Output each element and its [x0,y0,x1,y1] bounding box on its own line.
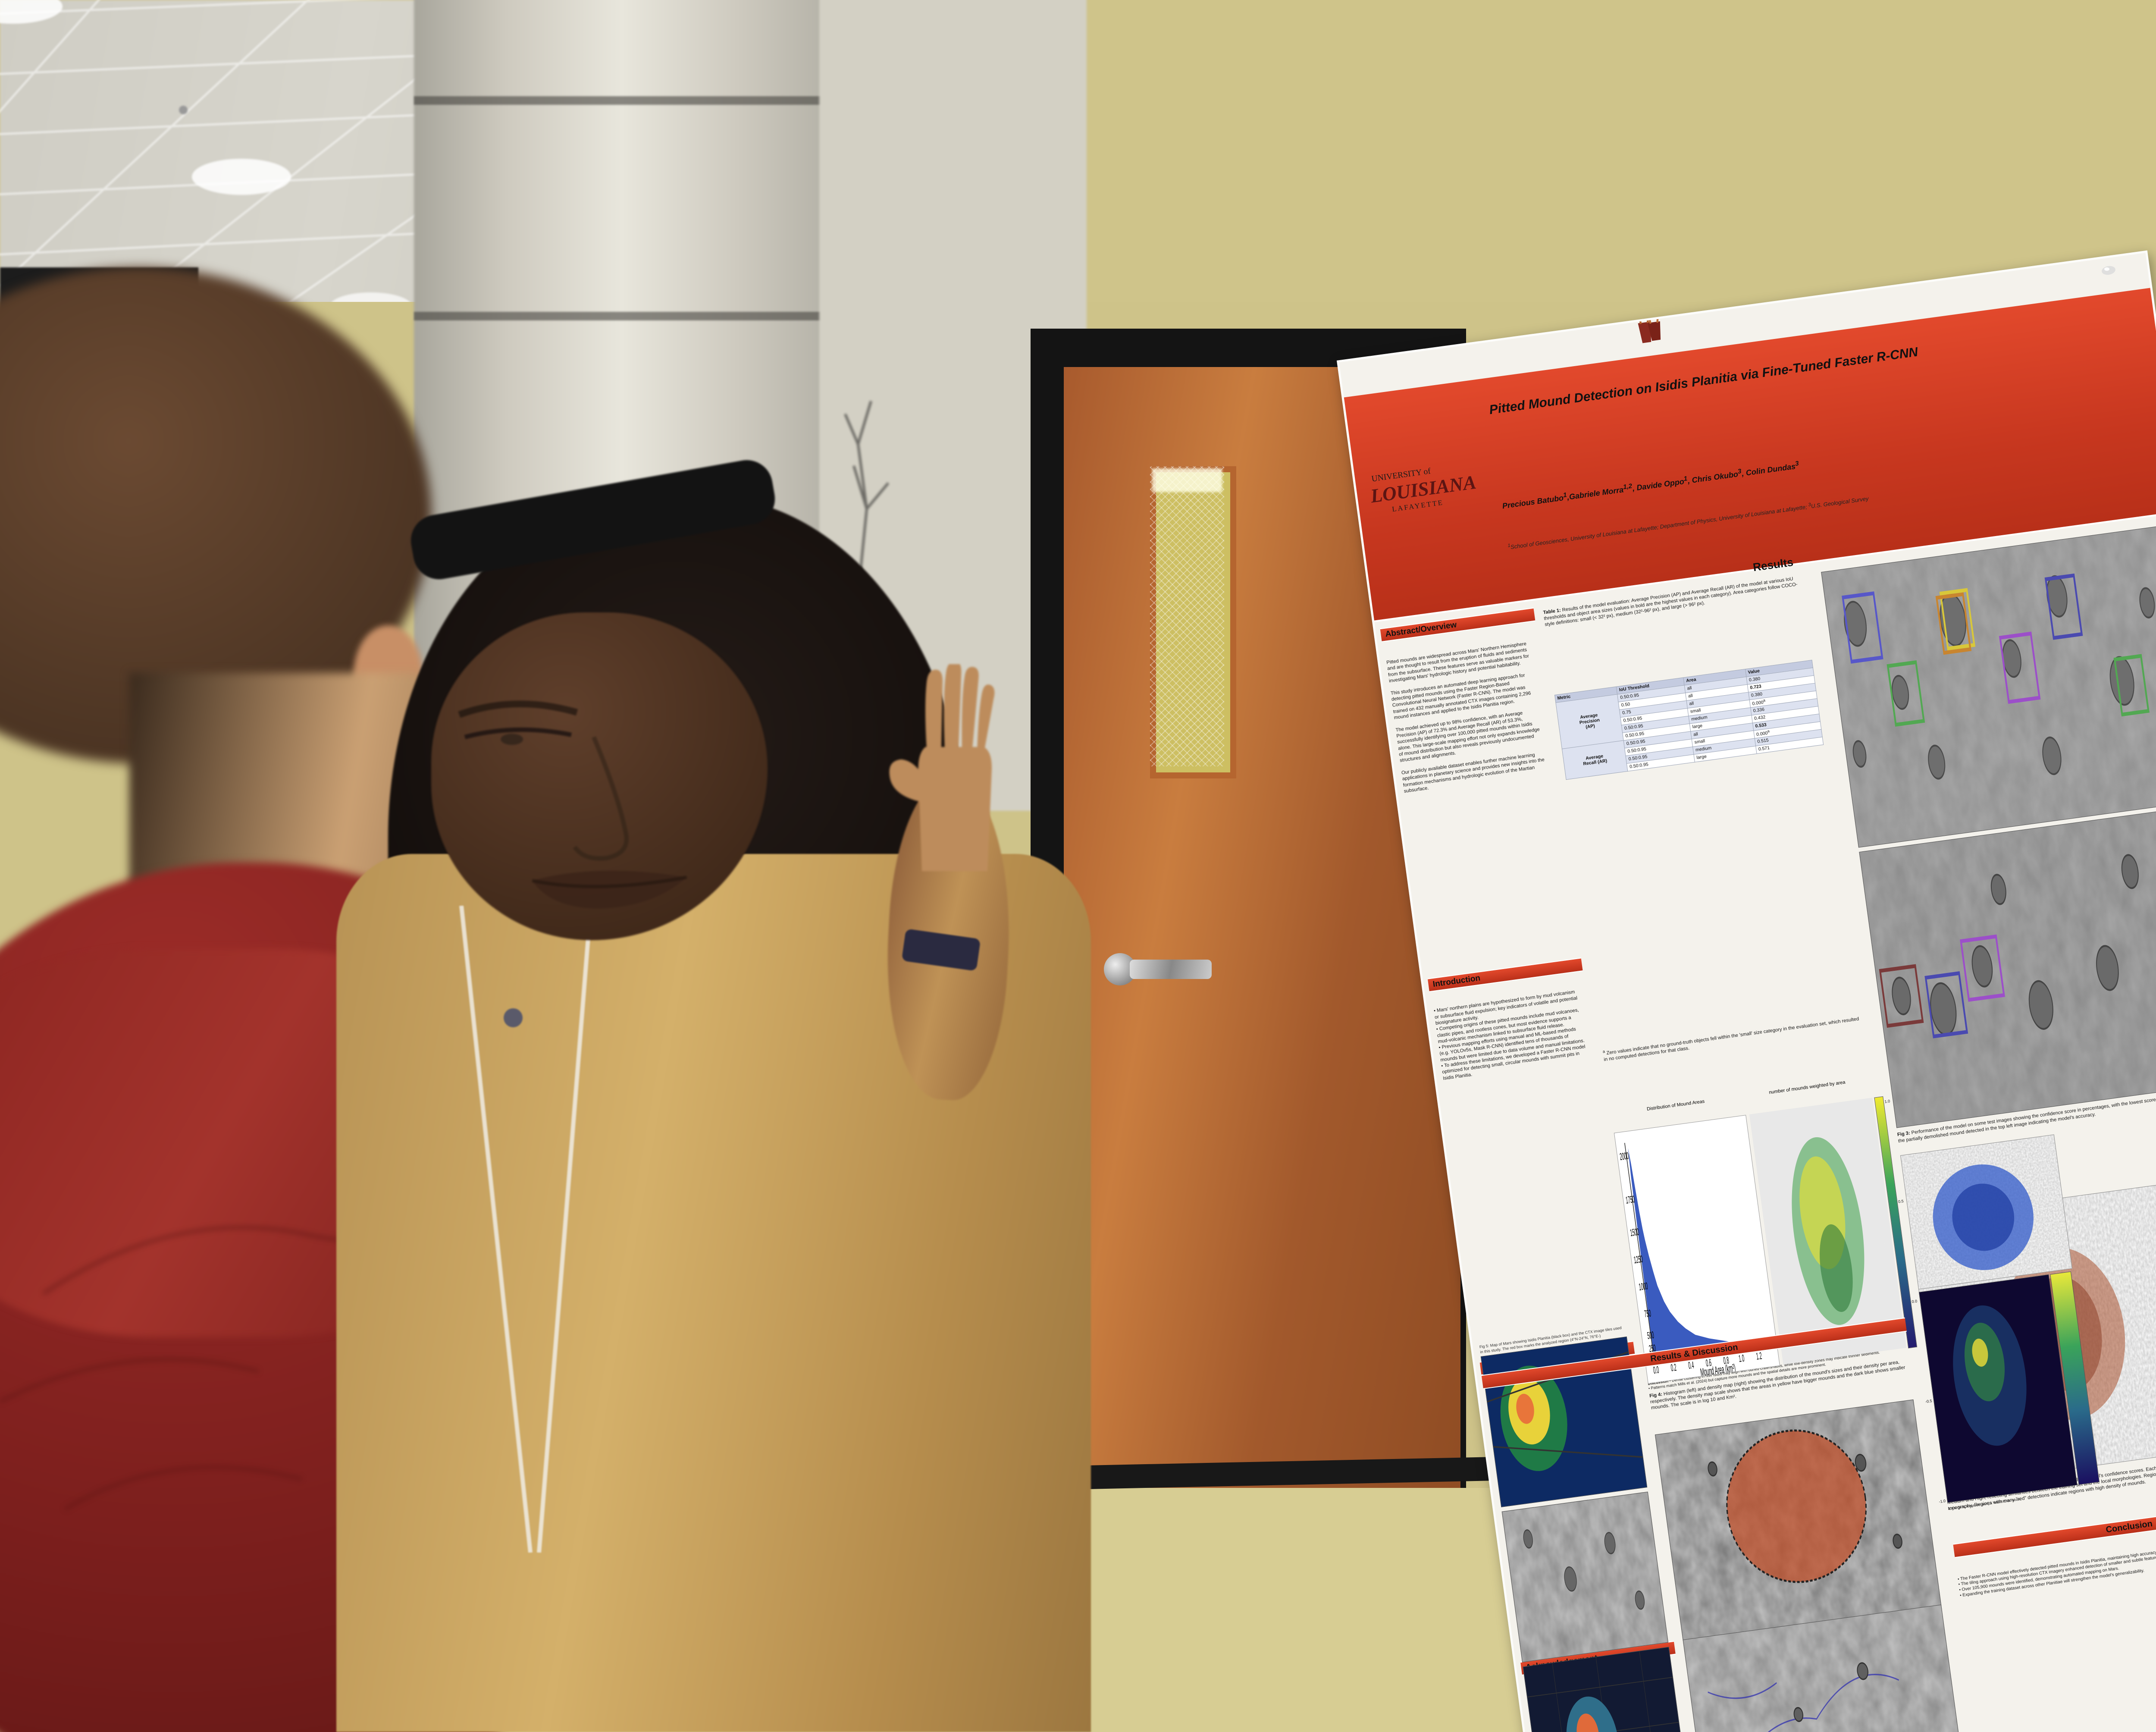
svg-text:1750: 1750 [1625,1194,1635,1206]
svg-text:2000: 2000 [1619,1150,1629,1163]
svg-text:1250: 1250 [1633,1253,1643,1266]
svg-text:1000: 1000 [1638,1280,1648,1293]
svg-text:1500: 1500 [1629,1226,1639,1239]
